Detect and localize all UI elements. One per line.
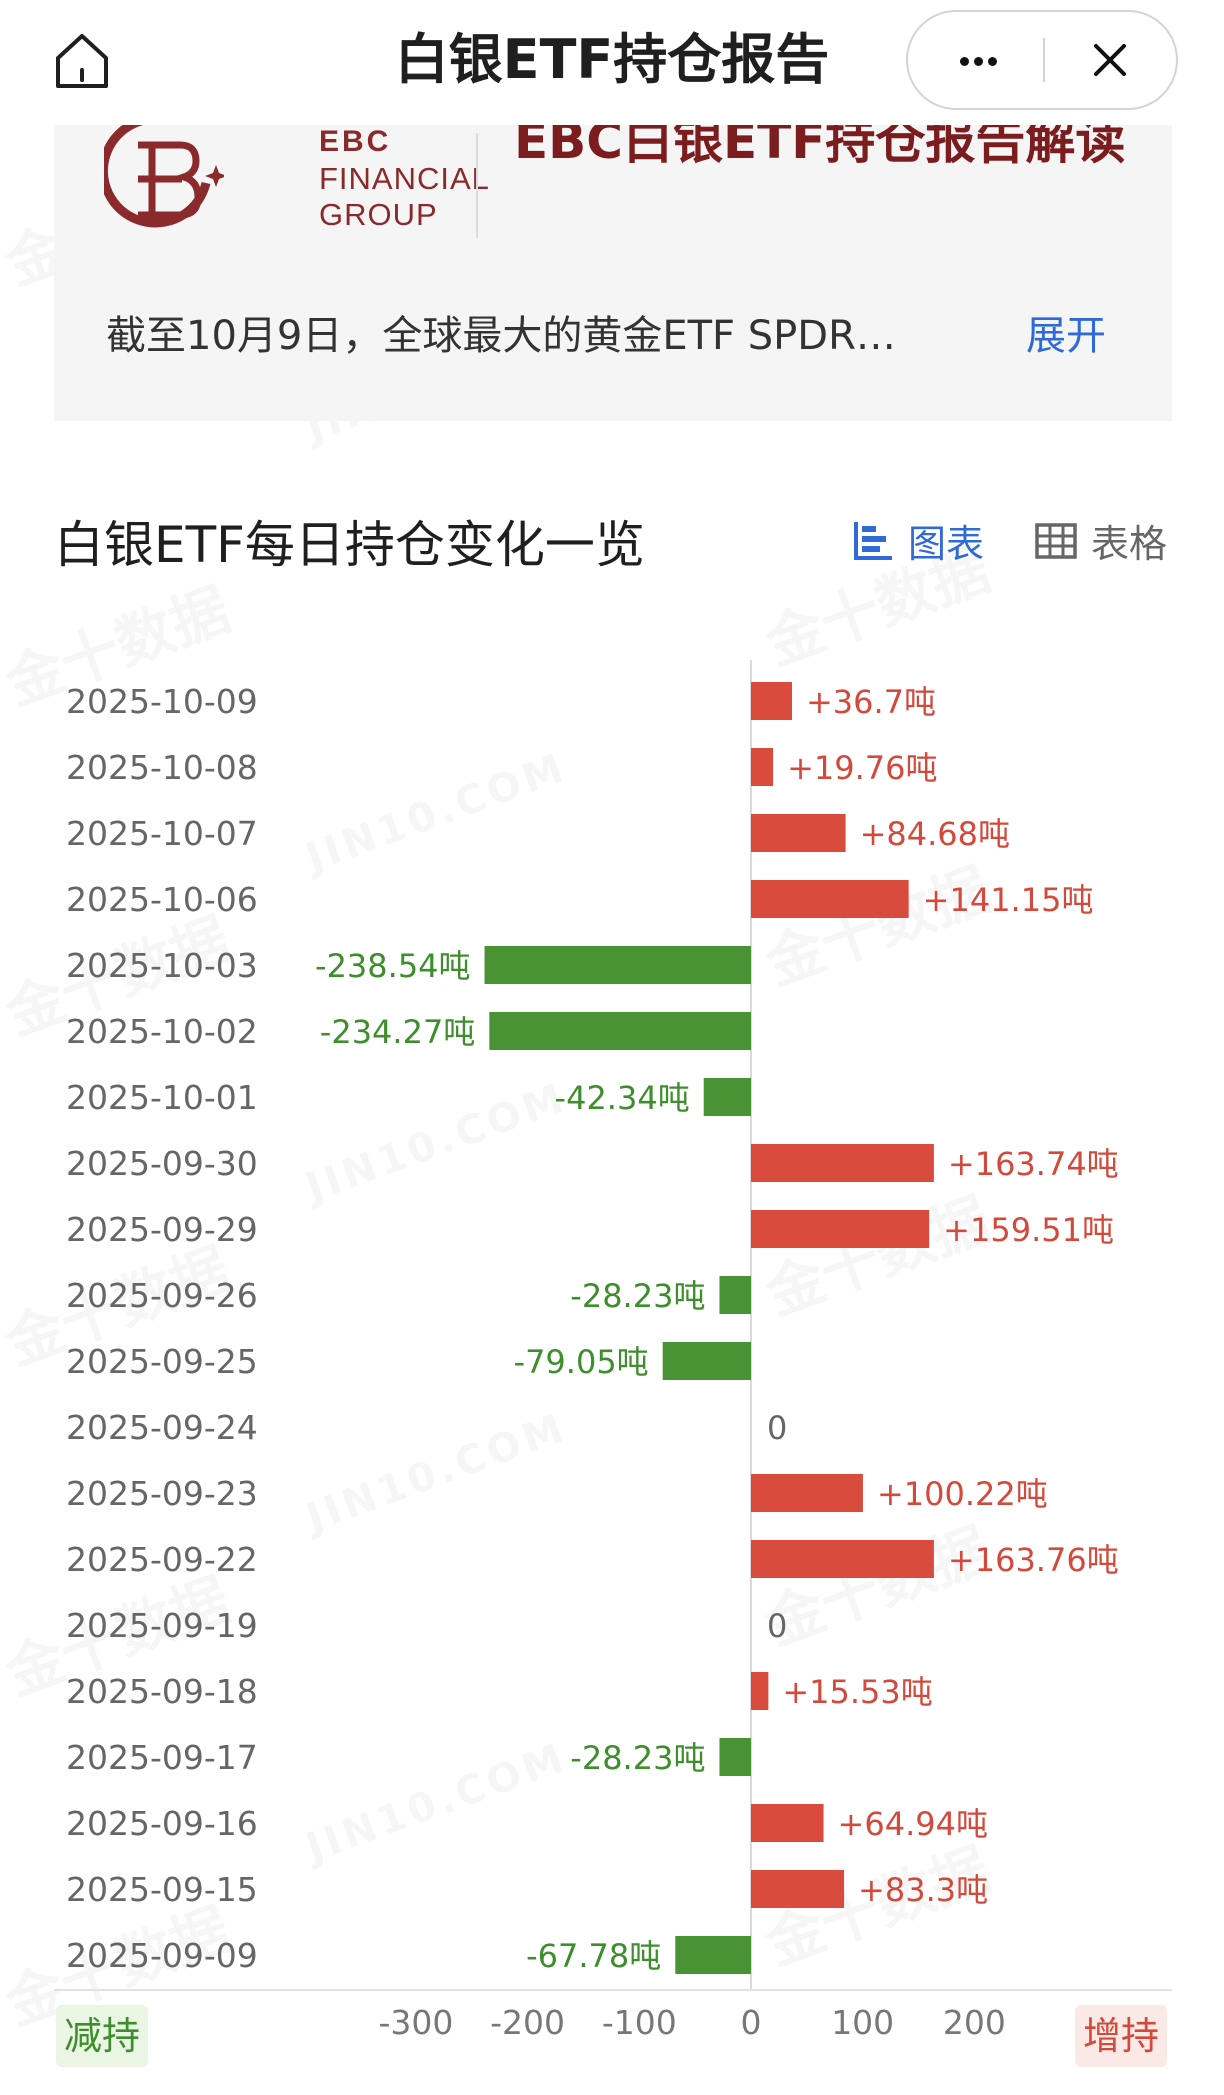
logo-text-financial: FINANCIAL: [319, 161, 490, 196]
category-label: 2025-10-02: [66, 1012, 258, 1051]
view-chart-label: 图表: [908, 522, 985, 566]
bar-negative: [719, 1276, 751, 1314]
bar-negative: [484, 946, 751, 984]
home-button[interactable]: [52, 30, 112, 92]
category-label: 2025-09-15: [66, 1870, 258, 1909]
bar-value-label: -42.34吨: [555, 1079, 690, 1117]
bar-chart-icon: [854, 521, 892, 560]
category-label: 2025-09-16: [66, 1804, 258, 1843]
bar-positive: [751, 1804, 824, 1842]
view-chart-toggle[interactable]: 图表: [852, 513, 984, 568]
bar-positive: [751, 1474, 863, 1512]
category-label: 2025-09-25: [66, 1342, 258, 1381]
more-icon: [974, 57, 983, 66]
x-tick-label: 100: [831, 2003, 894, 2042]
bar-value-label: 0: [767, 1607, 787, 1645]
category-label: 2025-10-08: [66, 748, 258, 787]
close-icon: [1094, 44, 1126, 76]
report-summary: 截至10月9日，全球最大的黄金ETF SPDR…: [106, 313, 896, 359]
bar-positive: [751, 1144, 934, 1182]
bar-value-label: +163.76吨: [948, 1541, 1119, 1579]
view-table-toggle[interactable]: 表格: [1035, 513, 1167, 568]
bar-value-label: -238.54吨: [315, 947, 471, 985]
bar-value-label: -28.23吨: [570, 1277, 705, 1315]
bar-value-label: +141.15吨: [923, 881, 1094, 919]
bar-value-label: +64.94吨: [838, 1805, 988, 1843]
x-tick-label: 200: [943, 2003, 1006, 2042]
bar-negative: [662, 1342, 751, 1380]
more-button[interactable]: [908, 12, 1043, 108]
category-label: 2025-09-24: [66, 1408, 258, 1447]
category-label: 2025-10-09: [66, 682, 258, 721]
bar-value-label: -234.27吨: [320, 1013, 476, 1051]
bar-positive: [751, 1870, 845, 1908]
bar-value-label: +84.68吨: [860, 815, 1010, 853]
bar-positive: [751, 1672, 769, 1710]
section-title: 白银ETF每日持仓变化一览: [54, 516, 645, 574]
bar-positive: [751, 814, 846, 852]
capsule-divider: [1043, 38, 1045, 82]
bar-value-label: -67.78吨: [526, 1937, 661, 1975]
bar-negative: [675, 1936, 751, 1974]
category-label: 2025-10-07: [66, 814, 258, 853]
bar-positive: [751, 1540, 934, 1578]
category-label: 2025-09-22: [66, 1540, 258, 1579]
etf-holdings-bar-chart: 2025-10-09 +36.7吨 2025-10-08 +19.76吨 2025-10…: [54, 660, 1172, 2042]
bar-negative: [489, 1012, 751, 1050]
home-icon: [56, 34, 108, 88]
bar-positive: [751, 748, 774, 786]
bar-negative: [703, 1078, 751, 1116]
logo-text-ebc: EBC: [319, 125, 392, 158]
category-label: 2025-09-19: [66, 1606, 258, 1645]
page-title: 白银ETF持仓报告: [394, 28, 830, 91]
more-icon: [988, 57, 997, 66]
top-bar: 白银ETF持仓报告: [0, 0, 1224, 125]
ebc-logo: EBC FINANCIAL GROUP: [104, 125, 489, 250]
category-label: 2025-09-09: [66, 1936, 258, 1975]
bar-value-label: +36.7吨: [806, 683, 936, 721]
expand-link[interactable]: 展开: [1026, 313, 1106, 359]
x-tick-label: 0: [741, 2003, 762, 2042]
category-label: 2025-10-06: [66, 880, 258, 919]
bar-value-label: +83.3吨: [858, 1871, 988, 1909]
category-label: 2025-09-30: [66, 1144, 258, 1183]
category-label: 2025-09-26: [66, 1276, 258, 1315]
more-icon: [960, 57, 969, 66]
bar-negative: [719, 1738, 751, 1776]
bar-positive: [751, 880, 909, 918]
category-label: 2025-10-01: [66, 1078, 258, 1117]
bar-positive: [751, 1210, 930, 1248]
bar-value-label: +163.74吨: [948, 1145, 1119, 1183]
category-label: 2025-09-29: [66, 1210, 258, 1249]
bar-value-label: +15.53吨: [782, 1673, 932, 1711]
bar-value-label: +19.76吨: [787, 749, 937, 787]
legend-decrease: 减持: [56, 2005, 149, 2067]
x-tick-label: -200: [490, 2003, 565, 2042]
bar-value-label: 0: [767, 1409, 787, 1447]
legend-increase: 增持: [1075, 2005, 1168, 2067]
bar-value-label: +100.22吨: [877, 1475, 1048, 1513]
report-card[interactable]: EBC FINANCIAL GROUP EBC白银ETF持仓报告解读 截至10月…: [54, 112, 1172, 421]
x-tick-label: -100: [602, 2003, 677, 2042]
table-icon: [1035, 522, 1077, 559]
category-label: 2025-10-03: [66, 946, 258, 985]
bar-positive: [751, 682, 792, 720]
category-label: 2025-09-17: [66, 1738, 258, 1777]
category-label: 2025-09-23: [66, 1474, 258, 1513]
close-button[interactable]: [1043, 12, 1178, 108]
ebc-logo-icon: [104, 125, 224, 228]
logo-text-group: GROUP: [319, 197, 438, 232]
bar-value-label: +159.51吨: [943, 1211, 1114, 1249]
card-divider: [476, 133, 478, 238]
mini-program-capsule: [906, 10, 1178, 110]
view-table-label: 表格: [1091, 522, 1168, 566]
x-tick-label: -300: [378, 2003, 453, 2042]
bar-value-label: -79.05吨: [514, 1343, 649, 1381]
bar-value-label: -28.23吨: [570, 1739, 705, 1777]
category-label: 2025-09-18: [66, 1672, 258, 1711]
